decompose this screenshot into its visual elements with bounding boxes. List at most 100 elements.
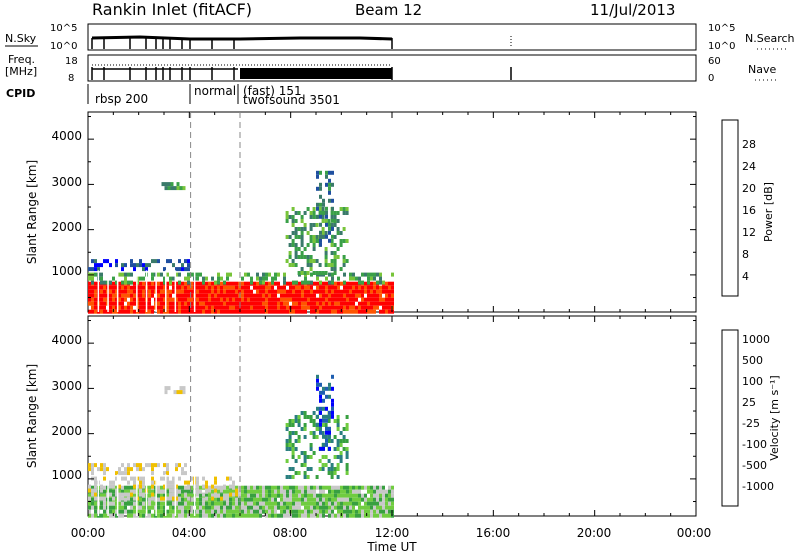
heatmap-cell [303, 247, 307, 251]
freq-panel: Freq. [MHz] 18 8 Nave 60 0 [5, 53, 776, 84]
heatmap-cell [295, 513, 298, 518]
heatmap-cell [250, 301, 253, 306]
freq-tick-top: 18 [65, 56, 78, 67]
heatmap-cell [283, 493, 286, 498]
heatmap-cell [148, 301, 151, 306]
heatmap-cell [220, 309, 223, 314]
heatmap-cell [268, 493, 271, 498]
heatmap-cell [223, 489, 226, 494]
heatmap-cell [241, 285, 244, 290]
heatmap-cell [190, 281, 193, 286]
heatmap-cell [385, 289, 388, 294]
heatmap-cell [295, 285, 298, 290]
heatmap-cell [325, 309, 328, 314]
heatmap-cell [346, 489, 349, 494]
heatmap-cell [223, 293, 226, 298]
heatmap-cell [199, 297, 202, 302]
heatmap-cell [312, 211, 316, 215]
heatmap-cell [217, 293, 220, 298]
heatmap-cell [291, 231, 295, 235]
heatmap-cell [187, 484, 190, 489]
heatmap-cell [370, 305, 373, 310]
heatmap-cell [373, 276, 376, 281]
heatmap-cell [139, 281, 142, 286]
heatmap-cell [283, 280, 286, 285]
heatmap-cell [361, 485, 364, 490]
heatmap-cell [232, 484, 235, 489]
heatmap-cell [182, 390, 186, 395]
heatmap-cell [333, 447, 337, 451]
heatmap-cell [294, 227, 298, 231]
heatmap-cell [205, 305, 208, 310]
heatmap-cell [303, 463, 307, 467]
heatmap-cell [358, 497, 361, 502]
nave-fill [240, 68, 392, 79]
heatmap-cell [303, 415, 307, 419]
heatmap-cell [121, 301, 124, 306]
heatmap-cell [306, 475, 310, 479]
heatmap-cell [319, 390, 322, 395]
heatmap-cell [336, 211, 340, 215]
heatmap-cell [316, 285, 319, 290]
heatmap-cell [142, 297, 145, 302]
heatmap-cell [382, 509, 385, 514]
heatmap-cell [277, 272, 280, 277]
heatmap-cell [382, 497, 385, 502]
heatmap-cell [304, 509, 307, 514]
heatmap-cell [322, 210, 325, 215]
heatmap-cell [286, 489, 289, 494]
heatmap-cell [294, 247, 298, 251]
heatmap-cell [333, 235, 337, 239]
heatmap-cell [121, 463, 124, 468]
velocity-heatmap [88, 374, 394, 518]
heatmap-cell [164, 390, 168, 395]
heatmap-cell [321, 219, 325, 223]
heatmap-cell [316, 414, 319, 419]
heatmap-cell [160, 489, 163, 494]
heatmap-cell [145, 463, 148, 468]
heatmap-cell [166, 463, 169, 468]
heatmap-cell [300, 239, 304, 243]
heatmap-cell [334, 497, 337, 502]
heatmap-cell [349, 289, 352, 294]
heatmap-cell [309, 431, 313, 435]
heatmap-cell [100, 263, 103, 268]
heatmap-cell [301, 513, 304, 518]
heatmap-cell [321, 207, 325, 211]
heatmap-cell [283, 485, 286, 490]
heatmap-cell [298, 485, 301, 490]
heatmap-cell [322, 509, 325, 514]
heatmap-cell [247, 493, 250, 498]
heatmap-cell [316, 374, 319, 379]
heatmap-cell [346, 309, 349, 314]
heatmap-cell [169, 301, 172, 306]
heatmap-cell [301, 489, 304, 494]
heatmap-cell [333, 223, 337, 227]
heatmap-cell [346, 513, 349, 518]
heatmap-cell [127, 485, 130, 490]
heatmap-cell [274, 497, 277, 502]
heatmap-cell [139, 309, 142, 314]
heatmap-cell [391, 489, 394, 494]
heatmap-cell [325, 493, 328, 498]
heatmap-cell [298, 297, 301, 302]
heatmap-cell [169, 501, 172, 506]
heatmap-cell [303, 459, 307, 463]
heatmap-cell [333, 271, 337, 275]
heatmap-cell [318, 459, 322, 463]
heatmap-cell [297, 471, 301, 475]
heatmap-cell [208, 297, 211, 302]
heatmap-cell [361, 305, 364, 310]
heatmap-cell [268, 497, 271, 502]
heatmap-cell [175, 289, 178, 294]
heatmap-cell [340, 301, 343, 306]
heatmap-cell [223, 493, 226, 498]
heatmap-cell [217, 272, 220, 277]
heatmap-cell [331, 493, 334, 498]
heatmap-cell [330, 215, 334, 219]
heatmap-cell [250, 297, 253, 302]
heatmap-cell [211, 513, 214, 518]
heatmap-cell [124, 305, 127, 310]
heatmap-cell [376, 501, 379, 506]
heatmap-cell [190, 509, 193, 514]
